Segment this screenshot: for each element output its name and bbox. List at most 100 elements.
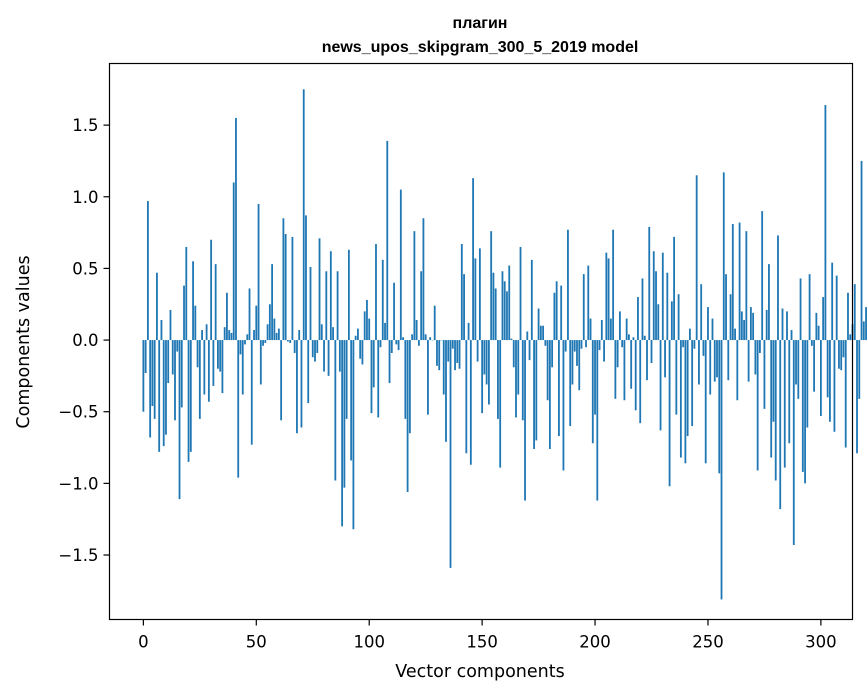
bar-271 bbox=[754, 340, 757, 375]
bar-131 bbox=[438, 340, 441, 371]
bar-315 bbox=[853, 284, 856, 341]
y-tick-label: 0.0 bbox=[72, 331, 98, 350]
bar-196 bbox=[585, 340, 587, 348]
bar-113 bbox=[397, 340, 400, 351]
bar-212 bbox=[621, 340, 624, 348]
y-tick-label: 1.5 bbox=[72, 116, 98, 135]
bar-6 bbox=[156, 272, 158, 341]
bar-214 bbox=[625, 318, 628, 341]
bar-302 bbox=[824, 105, 827, 341]
bar-222 bbox=[643, 335, 646, 341]
bar-10 bbox=[165, 340, 167, 435]
bar-305 bbox=[831, 262, 834, 341]
bar-125 bbox=[424, 334, 427, 341]
bar-39 bbox=[230, 332, 233, 341]
bar-126 bbox=[427, 340, 429, 415]
bar-237 bbox=[677, 294, 680, 341]
bar-114 bbox=[399, 189, 402, 341]
bar-60 bbox=[277, 328, 280, 341]
x-tick-label: 0 bbox=[138, 633, 149, 652]
bar-121 bbox=[415, 320, 418, 341]
y-tick-label: −1.0 bbox=[58, 474, 98, 493]
bar-318 bbox=[860, 160, 863, 341]
bar-218 bbox=[634, 340, 637, 411]
bar-240 bbox=[684, 340, 687, 464]
bar-289 bbox=[795, 340, 797, 385]
bar-215 bbox=[628, 334, 630, 341]
bar-258 bbox=[725, 274, 727, 341]
bar-189 bbox=[569, 340, 572, 427]
x-tick-label: 100 bbox=[353, 633, 385, 652]
bar-129 bbox=[433, 305, 436, 341]
bar-167 bbox=[519, 246, 522, 341]
bar-37 bbox=[226, 292, 228, 341]
bar-294 bbox=[806, 340, 809, 428]
bar-15 bbox=[176, 340, 179, 352]
plot-frame bbox=[108, 62, 854, 621]
bar-231 bbox=[664, 340, 666, 378]
bar-173 bbox=[533, 340, 535, 449]
bar-35 bbox=[221, 340, 224, 394]
bar-230 bbox=[661, 252, 664, 341]
bar-195 bbox=[582, 274, 585, 341]
bar-137 bbox=[451, 340, 454, 349]
bar-259 bbox=[727, 340, 730, 381]
bar-179 bbox=[546, 340, 549, 401]
bar-301 bbox=[822, 297, 825, 341]
bar-197 bbox=[587, 265, 590, 341]
bar-279 bbox=[772, 340, 775, 422]
bar-17 bbox=[180, 340, 183, 408]
bar-245 bbox=[695, 175, 698, 341]
bar-161 bbox=[506, 291, 508, 341]
bar-280 bbox=[774, 340, 777, 481]
bar-27 bbox=[203, 340, 206, 395]
bar-106 bbox=[381, 259, 384, 341]
bar-118 bbox=[408, 340, 411, 434]
bar-85 bbox=[334, 340, 337, 481]
bar-19 bbox=[185, 246, 188, 341]
bar-52 bbox=[259, 340, 262, 385]
bar-8 bbox=[160, 320, 163, 341]
bar-273 bbox=[759, 340, 761, 353]
bar-304 bbox=[829, 340, 831, 422]
bar-171 bbox=[528, 340, 531, 361]
bar-134 bbox=[445, 340, 447, 442]
bar-28 bbox=[205, 324, 208, 341]
bar-169 bbox=[524, 340, 526, 501]
bar-25 bbox=[198, 340, 201, 419]
y-tick-label: −0.5 bbox=[58, 403, 98, 422]
bar-186 bbox=[562, 340, 565, 471]
bar-11 bbox=[167, 340, 170, 384]
bar-48 bbox=[250, 340, 253, 445]
bar-75 bbox=[311, 340, 314, 358]
bar-98 bbox=[363, 311, 366, 341]
bar-127 bbox=[429, 337, 432, 341]
bar-170 bbox=[526, 331, 529, 341]
bar-243 bbox=[691, 340, 694, 427]
bar-160 bbox=[503, 281, 506, 341]
bar-38 bbox=[228, 330, 231, 341]
bar-150 bbox=[481, 340, 484, 414]
bar-208 bbox=[612, 229, 615, 341]
bar-147 bbox=[474, 258, 477, 341]
bar-140 bbox=[458, 340, 461, 369]
x-tick-label: 150 bbox=[466, 633, 498, 652]
bar-57 bbox=[271, 264, 274, 341]
bar-296 bbox=[810, 340, 813, 346]
bar-253 bbox=[713, 340, 716, 382]
bar-56 bbox=[268, 304, 271, 341]
bar-213 bbox=[623, 340, 626, 401]
bar-9 bbox=[162, 340, 165, 447]
bar-117 bbox=[406, 340, 409, 492]
bar-54 bbox=[264, 340, 267, 343]
bar-309 bbox=[840, 340, 843, 371]
y-tick-label: −1.5 bbox=[58, 546, 98, 565]
bar-233 bbox=[668, 340, 671, 487]
bar-300 bbox=[819, 340, 822, 417]
bar-92 bbox=[350, 340, 353, 461]
bar-320 bbox=[865, 307, 867, 341]
bar-47 bbox=[248, 288, 251, 341]
bar-159 bbox=[501, 271, 504, 341]
bar-135 bbox=[447, 340, 450, 362]
bar-84 bbox=[332, 327, 334, 341]
